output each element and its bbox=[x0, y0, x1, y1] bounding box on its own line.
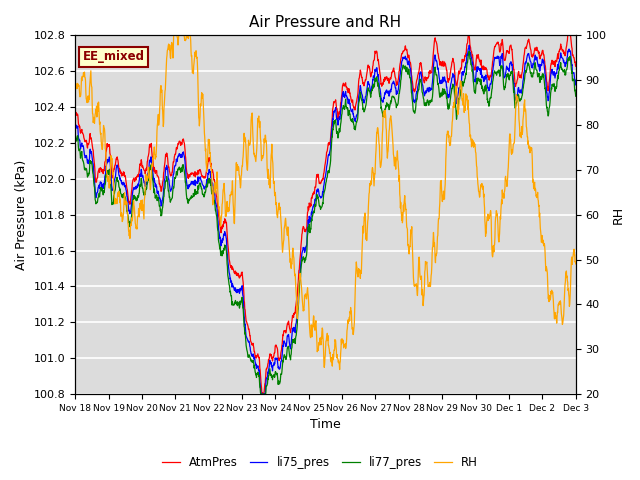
li75_pres bbox=[572, 82, 580, 88]
RH bbox=[131, 204, 138, 210]
RH bbox=[110, 191, 118, 197]
AtmPres bbox=[259, 391, 266, 397]
li77_pres bbox=[572, 94, 580, 99]
li75_pres bbox=[356, 83, 364, 88]
RH bbox=[357, 268, 365, 274]
li77_pres bbox=[294, 305, 302, 311]
li75_pres bbox=[465, 42, 473, 48]
Line: RH: RH bbox=[75, 36, 576, 370]
X-axis label: Time: Time bbox=[310, 419, 341, 432]
AtmPres bbox=[110, 166, 118, 172]
RH bbox=[572, 261, 580, 267]
Line: li77_pres: li77_pres bbox=[75, 51, 576, 394]
li77_pres bbox=[356, 89, 364, 95]
AtmPres bbox=[294, 280, 302, 286]
AtmPres bbox=[572, 63, 580, 69]
li75_pres bbox=[303, 228, 311, 234]
AtmPres bbox=[303, 214, 311, 219]
RH bbox=[303, 288, 311, 294]
li77_pres bbox=[71, 141, 79, 147]
Line: li75_pres: li75_pres bbox=[75, 45, 576, 394]
Text: EE_mixed: EE_mixed bbox=[83, 50, 145, 63]
RH bbox=[284, 224, 292, 230]
li75_pres bbox=[131, 185, 138, 191]
li77_pres bbox=[131, 193, 138, 199]
li77_pres bbox=[284, 345, 292, 350]
Y-axis label: RH: RH bbox=[612, 205, 625, 224]
li77_pres bbox=[110, 192, 118, 198]
li77_pres bbox=[465, 48, 473, 54]
RH bbox=[294, 302, 302, 308]
li77_pres bbox=[303, 236, 311, 241]
li77_pres bbox=[257, 391, 265, 397]
AtmPres bbox=[131, 177, 138, 182]
li75_pres bbox=[71, 128, 79, 133]
RH bbox=[71, 90, 79, 96]
li75_pres bbox=[110, 180, 118, 186]
Legend: AtmPres, li75_pres, li77_pres, RH: AtmPres, li75_pres, li77_pres, RH bbox=[157, 452, 483, 474]
Title: Air Pressure and RH: Air Pressure and RH bbox=[250, 15, 401, 30]
RH bbox=[336, 367, 344, 372]
RH bbox=[170, 33, 177, 38]
Line: AtmPres: AtmPres bbox=[75, 36, 576, 394]
li75_pres bbox=[294, 297, 302, 303]
li75_pres bbox=[257, 391, 265, 397]
AtmPres bbox=[71, 114, 79, 120]
Y-axis label: Air Pressure (kPa): Air Pressure (kPa) bbox=[15, 160, 28, 270]
AtmPres bbox=[465, 33, 473, 38]
li75_pres bbox=[284, 334, 292, 339]
AtmPres bbox=[284, 322, 292, 327]
AtmPres bbox=[356, 67, 364, 73]
